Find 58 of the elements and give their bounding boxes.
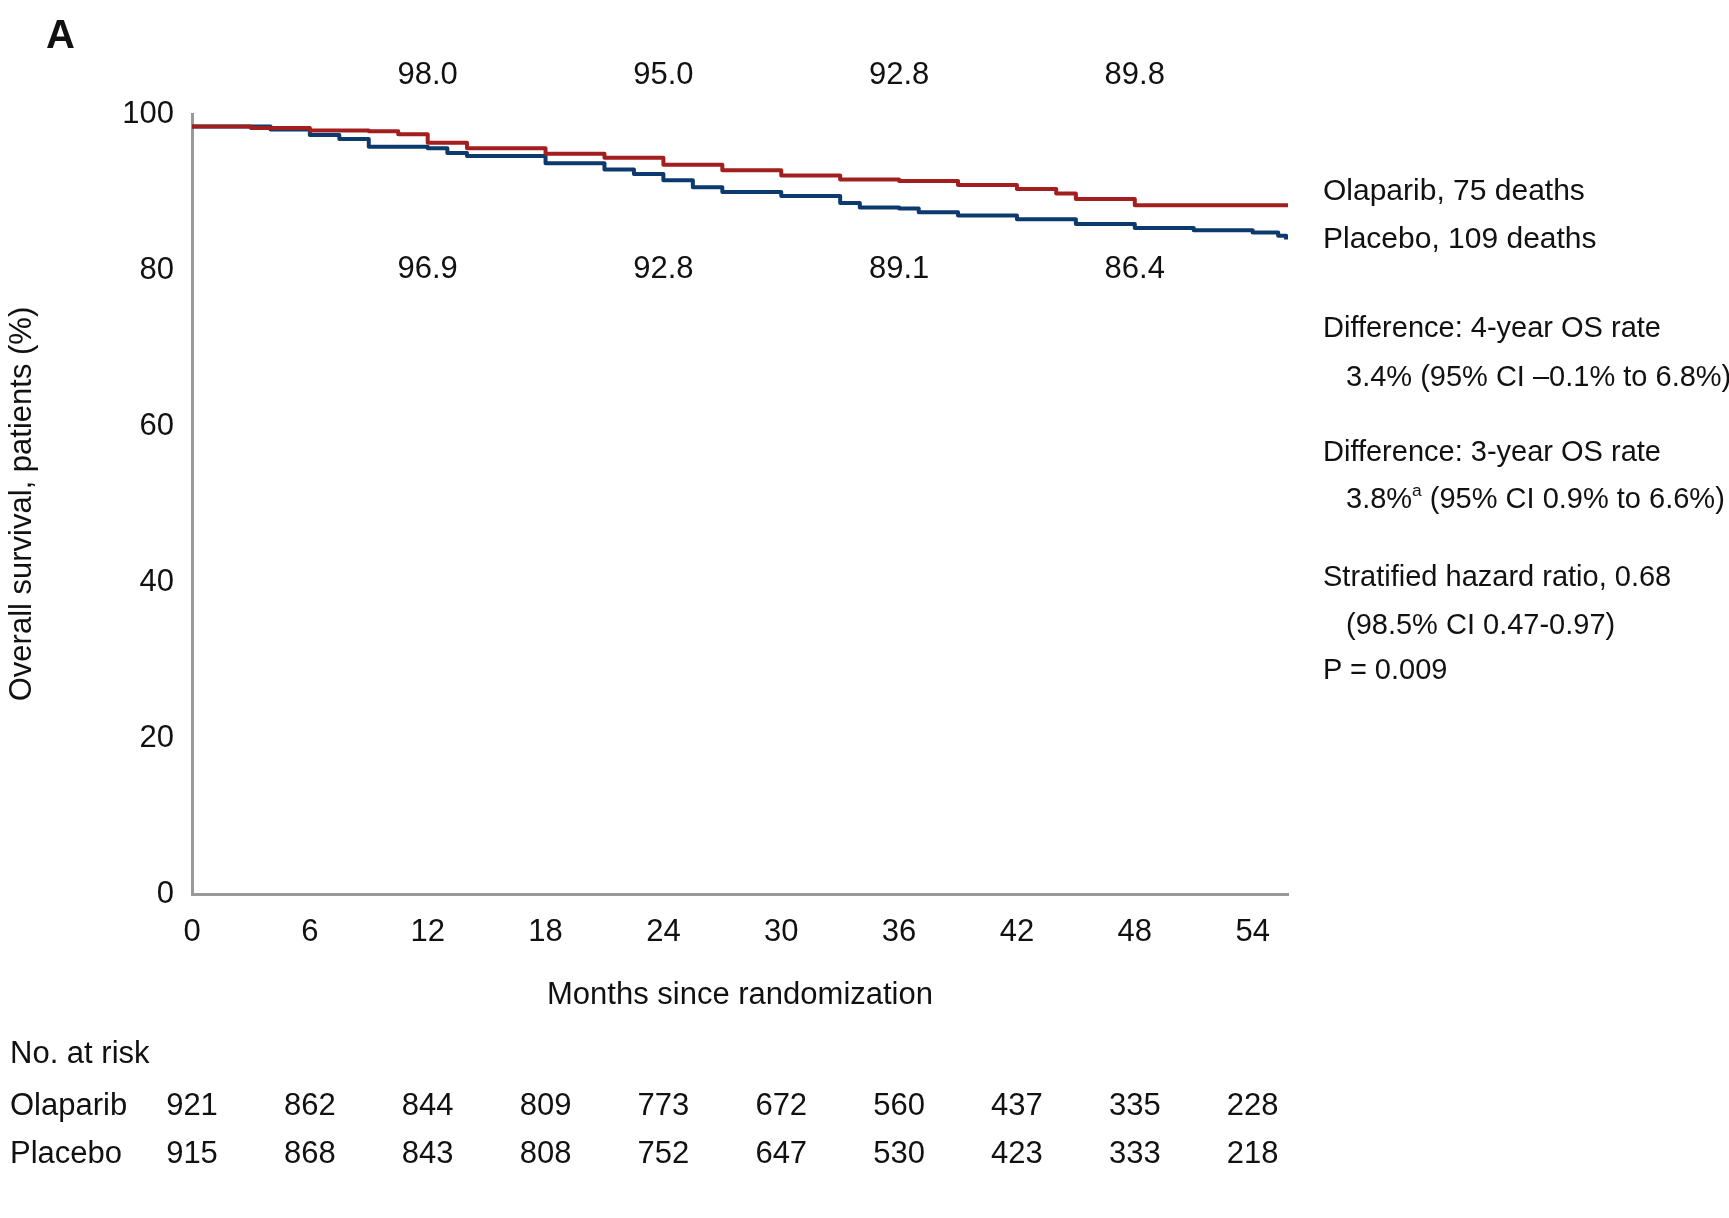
x-tick-label: 0: [183, 913, 201, 949]
text: 3.4% (95% CI –0.1% to 6.8%): [1346, 360, 1729, 392]
text: 647: [755, 1135, 808, 1170]
x-tick-label: 12: [410, 913, 445, 949]
x-tick-label: 18: [528, 913, 563, 949]
series-label: Olaparib, 75 deaths: [1323, 172, 1585, 206]
text: 862: [283, 1087, 336, 1122]
text: 92.8: [868, 56, 930, 91]
text: Stratified hazard ratio, 0.68: [1323, 560, 1672, 592]
text: 921: [166, 1087, 218, 1122]
y-axis-title: Overall survival, patients (%): [3, 306, 39, 702]
text: 530: [873, 1135, 925, 1170]
x-axis-title: Months since randomization: [547, 975, 933, 1011]
text: 228: [1226, 1087, 1279, 1122]
chart-title: A: [46, 12, 75, 56]
y-tick-label: 60: [139, 406, 174, 442]
text: Difference: 4-year OS rate: [1323, 311, 1661, 343]
text: 95.0: [633, 56, 694, 91]
text: 809: [519, 1087, 572, 1122]
series-label: Placebo, 109 deaths: [1323, 220, 1597, 254]
text: 218: [1226, 1135, 1279, 1170]
y-tick-label: 40: [139, 562, 174, 598]
text: 98.0: [397, 56, 458, 91]
y-tick-label: 0: [156, 874, 174, 910]
text: 335: [1108, 1087, 1161, 1122]
y-tick-label: 20: [139, 718, 174, 754]
x-tick-label: 6: [301, 913, 319, 949]
text: 868: [283, 1135, 336, 1170]
text: P = 0.009: [1323, 653, 1448, 685]
text: 773: [637, 1087, 690, 1122]
y-tick-label: 100: [122, 94, 174, 130]
annotation: 92.8: [633, 249, 694, 285]
text: 915: [166, 1135, 218, 1170]
text: 89.8: [1104, 56, 1165, 91]
y-tick-label: 80: [139, 250, 174, 286]
x-tick-label: 54: [1235, 913, 1270, 949]
text: 672: [755, 1087, 808, 1122]
text: (98.5% CI 0.47-0.97): [1346, 608, 1616, 640]
text: 333: [1108, 1135, 1161, 1170]
text: 752: [637, 1135, 690, 1170]
text: 423: [991, 1135, 1043, 1170]
text: No. at risk: [10, 1035, 151, 1070]
text: Difference: 3-year OS rate: [1323, 435, 1661, 467]
x-tick-label: 30: [764, 913, 799, 949]
annotation: 89.1: [868, 249, 930, 285]
text: 844: [401, 1087, 454, 1122]
text: Olaparib: [10, 1087, 128, 1122]
text: 437: [991, 1087, 1043, 1122]
text: 843: [401, 1135, 454, 1170]
text: 560: [873, 1087, 925, 1122]
x-tick-label: 36: [881, 913, 917, 949]
annotation: 86.4: [1104, 249, 1165, 285]
text: 808: [519, 1135, 572, 1170]
x-tick-label: 48: [1117, 913, 1153, 949]
text: Placebo: [10, 1135, 123, 1170]
x-tick-label: 42: [999, 913, 1035, 949]
x-tick-label: 24: [646, 913, 681, 949]
annotation: 96.9: [397, 249, 458, 285]
